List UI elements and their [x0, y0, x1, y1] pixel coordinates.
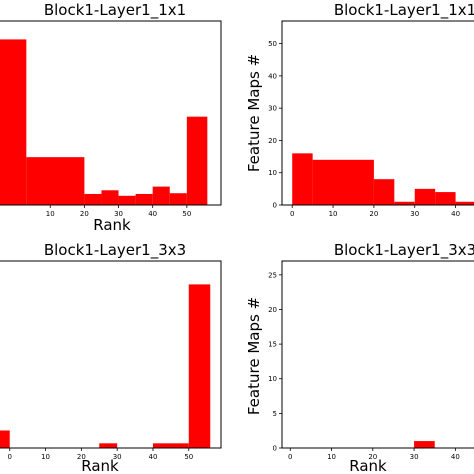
histogram-bar	[455, 201, 474, 205]
y-tick-label: 25	[268, 271, 277, 279]
histogram-bar	[0, 430, 10, 448]
histogram-bar	[152, 443, 189, 448]
histogram-bar	[414, 188, 436, 205]
histogram-bar	[394, 201, 415, 205]
x-tick-label: 20	[369, 210, 378, 218]
x-tick-label: 20	[77, 453, 86, 461]
plot-frame	[0, 20, 222, 206]
x-tick-label: 10	[46, 210, 55, 218]
ticks: 0 10 20 30 40 0 5 10 15 20 25	[268, 271, 460, 461]
x-tick-label: 30	[410, 453, 419, 461]
histogram-bar	[84, 193, 102, 205]
x-tick-label: 40	[451, 453, 460, 461]
panel-bottom-right: Block1-Layer1_3x3 0 10 20 30 40 0 5 10 15 20 25 Fe…	[245, 241, 474, 474]
ticks: 0 10 20 30 40 50	[8, 448, 193, 461]
panel-top-right: Block1-Layer1_1x1 0 10 20 30 40 0 10 20 30 40 50 F…	[245, 1, 474, 218]
histogram-bar	[169, 193, 187, 205]
x-axis-label: Rank	[81, 457, 119, 474]
x-tick-label: 40	[148, 210, 157, 218]
y-axis-label: Feature Maps #	[245, 297, 263, 415]
histogram-bar	[99, 443, 118, 448]
y-tick-label: 10	[268, 169, 277, 177]
x-tick-label: 20	[80, 210, 89, 218]
bars	[0, 284, 211, 448]
x-tick-label: 40	[149, 453, 158, 461]
plot-frame	[281, 260, 474, 449]
y-axis-label: Feature Maps #	[245, 54, 263, 172]
x-tick-label: 0	[288, 453, 292, 461]
bars	[292, 153, 474, 205]
y-tick-label: 15	[268, 341, 277, 349]
histogram-bar	[312, 159, 374, 205]
y-tick-label: 20	[268, 137, 277, 145]
histogram-bar	[435, 192, 456, 205]
histogram-bar	[0, 39, 27, 206]
histogram-bar	[186, 116, 208, 205]
histogram-bar	[26, 157, 85, 205]
y-tick-label: 30	[268, 105, 277, 113]
x-tick-label: 0	[290, 210, 294, 218]
x-axis-label: Rank	[93, 216, 131, 234]
y-tick-label: 10	[268, 375, 277, 383]
x-tick-label: 30	[410, 210, 419, 218]
plot-frame	[0, 260, 222, 449]
x-tick-label: 10	[329, 210, 338, 218]
y-tick-label: 0	[273, 202, 277, 210]
x-tick-label: 40	[451, 210, 460, 218]
panel-title: Block1-Layer1_3x3	[334, 241, 474, 260]
histogram-bar	[414, 441, 435, 448]
x-axis-label: Rank	[349, 457, 387, 474]
histogram-bar	[118, 195, 136, 205]
histogram-bar	[152, 186, 170, 205]
bars	[0, 39, 208, 206]
y-tick-label: 0	[273, 445, 277, 453]
x-tick-label: 10	[41, 453, 50, 461]
x-tick-label: 30	[113, 453, 122, 461]
x-tick-label: 50	[182, 210, 191, 218]
bars	[414, 441, 435, 448]
panel-title: Block1-Layer1_3x3	[44, 241, 186, 260]
panel-top-left: Block1-Layer1_1x1 10 20 30 40 50 Rank	[0, 1, 222, 234]
plot-frame	[281, 20, 474, 206]
x-tick-label: 0	[8, 453, 12, 461]
y-tick-label: 40	[268, 72, 277, 80]
histogram-bar	[135, 193, 153, 205]
x-tick-label: 20	[368, 453, 377, 461]
x-tick-label: 10	[327, 453, 336, 461]
y-tick-label: 5	[273, 410, 277, 418]
histogram-bar	[373, 179, 395, 205]
panel-title: Block1-Layer1_1x1	[44, 1, 186, 20]
y-tick-label: 50	[268, 40, 277, 48]
panel-title: Block1-Layer1_1x1	[334, 1, 474, 20]
x-tick-label: 30	[114, 210, 123, 218]
panel-bottom-left: Block1-Layer1_3x3 0 10 20 30 40 50 Rank	[0, 241, 222, 474]
histogram-bar	[188, 284, 211, 448]
y-tick-label: 20	[268, 306, 277, 314]
histogram-bar	[292, 153, 313, 205]
histogram-bar	[101, 190, 119, 205]
x-tick-label: 50	[184, 453, 193, 461]
